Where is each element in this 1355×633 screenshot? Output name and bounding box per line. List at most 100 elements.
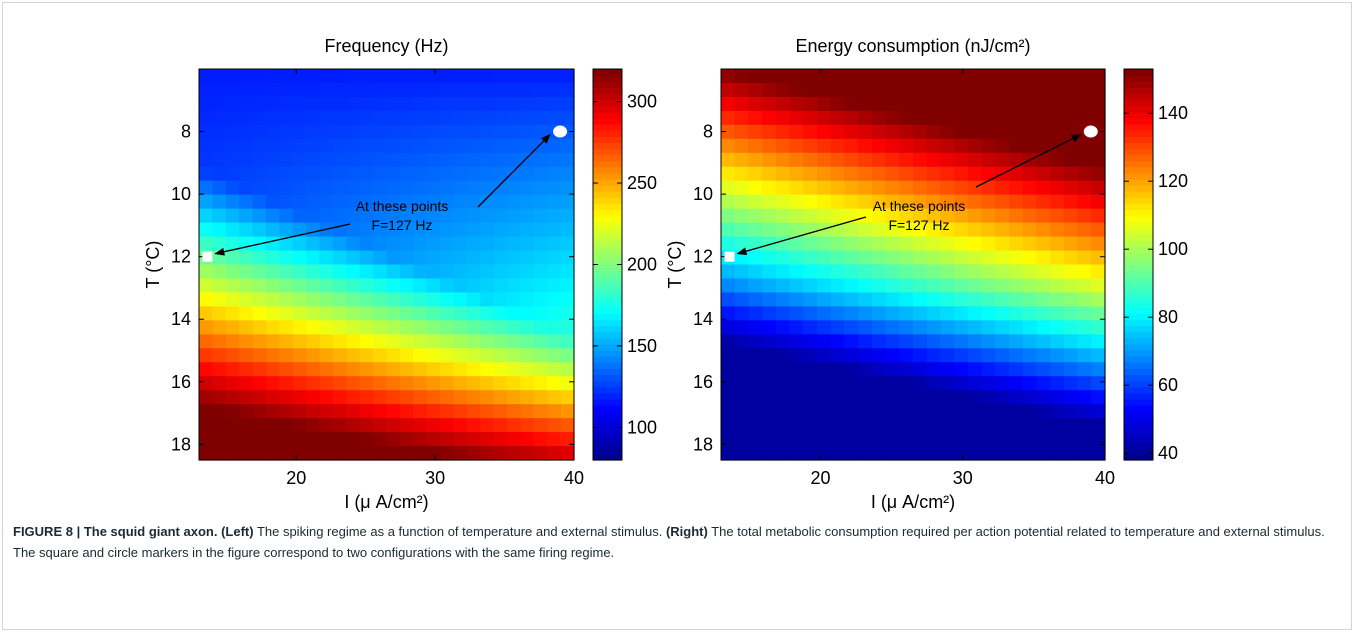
heatmap-cell	[803, 390, 818, 405]
heatmap-cell	[721, 446, 736, 461]
heatmap-cell	[926, 334, 942, 349]
heatmap-cell	[520, 432, 535, 447]
heatmap-cell	[440, 432, 455, 447]
heatmap-cell	[913, 278, 928, 294]
heatmap-cell	[319, 250, 334, 266]
heatmap-cell	[817, 194, 832, 210]
heatmap-cell	[844, 278, 859, 294]
x-tick-label: 20	[286, 468, 306, 488]
heatmap-cell	[1009, 250, 1024, 266]
heatmap-cell	[830, 432, 846, 447]
heatmap-cell	[279, 222, 294, 238]
heatmap-cell	[954, 446, 969, 461]
heatmap-cell	[885, 96, 900, 112]
heatmap-cell	[1063, 110, 1079, 126]
heatmap-cell	[547, 110, 562, 126]
heatmap-cell	[359, 292, 374, 307]
y-tick-label: 14	[171, 309, 191, 329]
heatmap-cell	[1022, 404, 1038, 419]
heatmap-cell	[386, 166, 401, 182]
colorbar-segment	[1124, 105, 1153, 113]
heatmap-cell	[520, 292, 535, 307]
heatmap-cell	[239, 376, 254, 391]
square-marker	[202, 251, 213, 262]
heatmap-cell	[734, 404, 750, 419]
heatmap-cell	[426, 82, 441, 98]
heatmap-cell	[426, 124, 441, 140]
heatmap-cell	[981, 264, 996, 280]
heatmap-cell	[995, 236, 1010, 252]
colorbar-segment	[593, 197, 622, 205]
heatmap-cell	[359, 222, 374, 238]
heatmap-cell	[789, 152, 804, 168]
heatmap-cell	[1050, 418, 1065, 433]
heatmap-cell	[913, 110, 928, 126]
heatmap-cell	[1091, 390, 1106, 405]
heatmap-cell	[871, 96, 887, 112]
heatmap-cell	[844, 180, 859, 196]
heatmap-cell	[225, 82, 240, 98]
heatmap-cell	[1063, 418, 1079, 433]
heatmap-cell	[1091, 194, 1106, 210]
heatmap-cell	[279, 320, 294, 335]
heatmap-cell	[885, 446, 900, 461]
heatmap-cell	[533, 362, 548, 377]
heatmap-cell	[762, 236, 777, 252]
heatmap-cell	[954, 96, 969, 112]
heatmap-cell	[734, 306, 750, 321]
heatmap-cell	[803, 208, 818, 224]
heatmap-cell	[413, 348, 428, 363]
colorbar-segment	[1124, 240, 1153, 247]
colorbar-segment	[593, 301, 622, 308]
heatmap-cell	[721, 152, 736, 168]
heatmap-cell	[899, 69, 914, 84]
heatmap-cell	[520, 138, 535, 154]
heatmap-cell	[292, 236, 307, 252]
heatmap-cell	[775, 166, 791, 182]
heatmap-cell	[1036, 166, 1051, 182]
colorbar-segment	[593, 264, 622, 272]
heatmap-cell	[899, 152, 914, 168]
heatmap-cell	[817, 432, 832, 447]
heatmap-cell	[373, 446, 388, 461]
heatmap-cell	[252, 124, 267, 140]
heatmap-cell	[560, 348, 575, 363]
heatmap-cell	[803, 110, 818, 126]
heatmap-cell	[426, 278, 441, 294]
heatmap-cell	[426, 96, 441, 112]
heatmap-cell	[480, 138, 495, 154]
heatmap-cell	[279, 208, 294, 224]
heatmap-cell	[560, 138, 575, 154]
heatmap-cell	[1077, 306, 1092, 321]
heatmap-cell	[775, 390, 791, 405]
heatmap-cell	[413, 222, 428, 238]
heatmap-cell	[1022, 69, 1038, 84]
colorbar-tick-label: 40	[1158, 443, 1178, 463]
heatmap-cell	[480, 348, 495, 363]
heatmap-cell	[721, 124, 736, 140]
y-tick-label: 12	[171, 247, 191, 267]
heatmap-cell	[319, 278, 334, 294]
heatmap-cell	[480, 152, 495, 168]
heatmap-cell	[1063, 432, 1079, 447]
heatmap-cell	[775, 404, 791, 419]
heatmap-cell	[885, 264, 900, 280]
heatmap-cell	[359, 376, 374, 391]
heatmap-cell	[734, 292, 750, 307]
heatmap-cell	[1077, 432, 1092, 447]
heatmap-cell	[252, 208, 267, 224]
heatmap-cell	[734, 194, 750, 210]
heatmap-cell	[520, 180, 535, 196]
heatmap-cell	[493, 334, 508, 349]
heatmap-cell	[913, 390, 928, 405]
heatmap-cell	[426, 404, 441, 419]
heatmap-cell	[748, 306, 763, 321]
heatmap-cell	[762, 348, 777, 363]
heatmap-cell	[734, 82, 750, 98]
heatmap-cell	[899, 110, 914, 126]
heatmap-cell	[885, 404, 900, 419]
heatmap-cell	[507, 292, 522, 307]
heatmap-cell	[995, 152, 1010, 168]
heatmap-cell	[212, 194, 227, 210]
heatmap-cell	[1050, 362, 1065, 377]
